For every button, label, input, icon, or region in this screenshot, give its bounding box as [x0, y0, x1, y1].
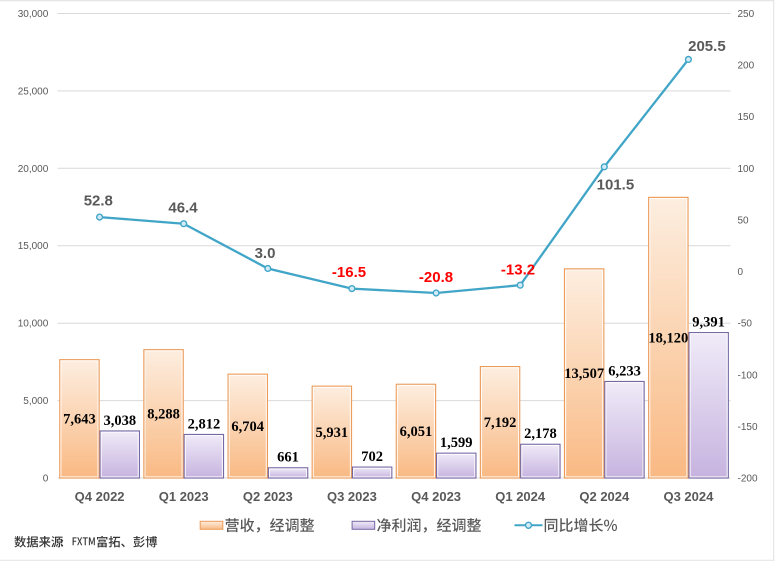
svg-text:-13.2: -13.2 [501, 261, 535, 278]
svg-text:9,391: 9,391 [692, 314, 725, 330]
svg-text:2,178: 2,178 [524, 426, 557, 442]
svg-text:702: 702 [361, 449, 383, 465]
svg-text:101.5: 101.5 [597, 177, 635, 194]
svg-text:20,000: 20,000 [18, 164, 49, 175]
svg-text:-200: -200 [738, 474, 758, 485]
svg-text:2,812: 2,812 [188, 416, 221, 432]
svg-text:1,599: 1,599 [440, 435, 473, 451]
svg-text:100: 100 [738, 164, 755, 175]
svg-text:6,233: 6,233 [608, 363, 641, 379]
svg-text:18,120: 18,120 [648, 331, 688, 347]
svg-text:50: 50 [738, 215, 750, 226]
svg-text:Q2 2023: Q2 2023 [243, 489, 293, 504]
svg-text:661: 661 [277, 450, 299, 466]
svg-text:Q2 2024: Q2 2024 [579, 489, 630, 504]
svg-text:6,704: 6,704 [231, 419, 264, 435]
svg-text:-100: -100 [738, 370, 758, 381]
svg-text:Q3 2024: Q3 2024 [663, 489, 714, 504]
svg-text:-50: -50 [738, 319, 753, 330]
svg-text:15,000: 15,000 [18, 241, 49, 252]
svg-text:0: 0 [43, 474, 49, 485]
svg-text:8,288: 8,288 [147, 407, 180, 423]
svg-text:Q3 2023: Q3 2023 [327, 489, 377, 504]
svg-text:5,000: 5,000 [23, 396, 48, 407]
svg-text:-150: -150 [738, 422, 758, 433]
svg-text:Q4 2023: Q4 2023 [411, 489, 461, 504]
svg-text:Q1 2024: Q1 2024 [495, 489, 546, 504]
svg-text:10,000: 10,000 [18, 319, 49, 330]
svg-text:52.8: 52.8 [84, 192, 113, 209]
svg-text:7,643: 7,643 [63, 412, 96, 428]
svg-text:5,931: 5,931 [315, 425, 348, 441]
svg-text:0: 0 [738, 267, 744, 278]
svg-text:205.5: 205.5 [688, 38, 726, 55]
svg-text:30,000: 30,000 [18, 9, 49, 20]
svg-text:250: 250 [738, 9, 755, 20]
svg-text:-20.8: -20.8 [419, 269, 453, 286]
svg-text:7,192: 7,192 [484, 415, 517, 431]
svg-text:25,000: 25,000 [18, 86, 49, 97]
svg-text:150: 150 [738, 112, 755, 123]
svg-text:46.4: 46.4 [168, 199, 198, 216]
svg-text:-16.5: -16.5 [332, 264, 366, 281]
svg-text:13,507: 13,507 [564, 366, 604, 382]
svg-text:200: 200 [738, 61, 755, 72]
svg-text:6,051: 6,051 [400, 424, 433, 440]
svg-text:Q4 2022: Q4 2022 [75, 489, 125, 504]
svg-text:3,038: 3,038 [103, 413, 136, 429]
svg-text:3.0: 3.0 [255, 245, 276, 262]
svg-text:Q1 2023: Q1 2023 [159, 489, 209, 504]
